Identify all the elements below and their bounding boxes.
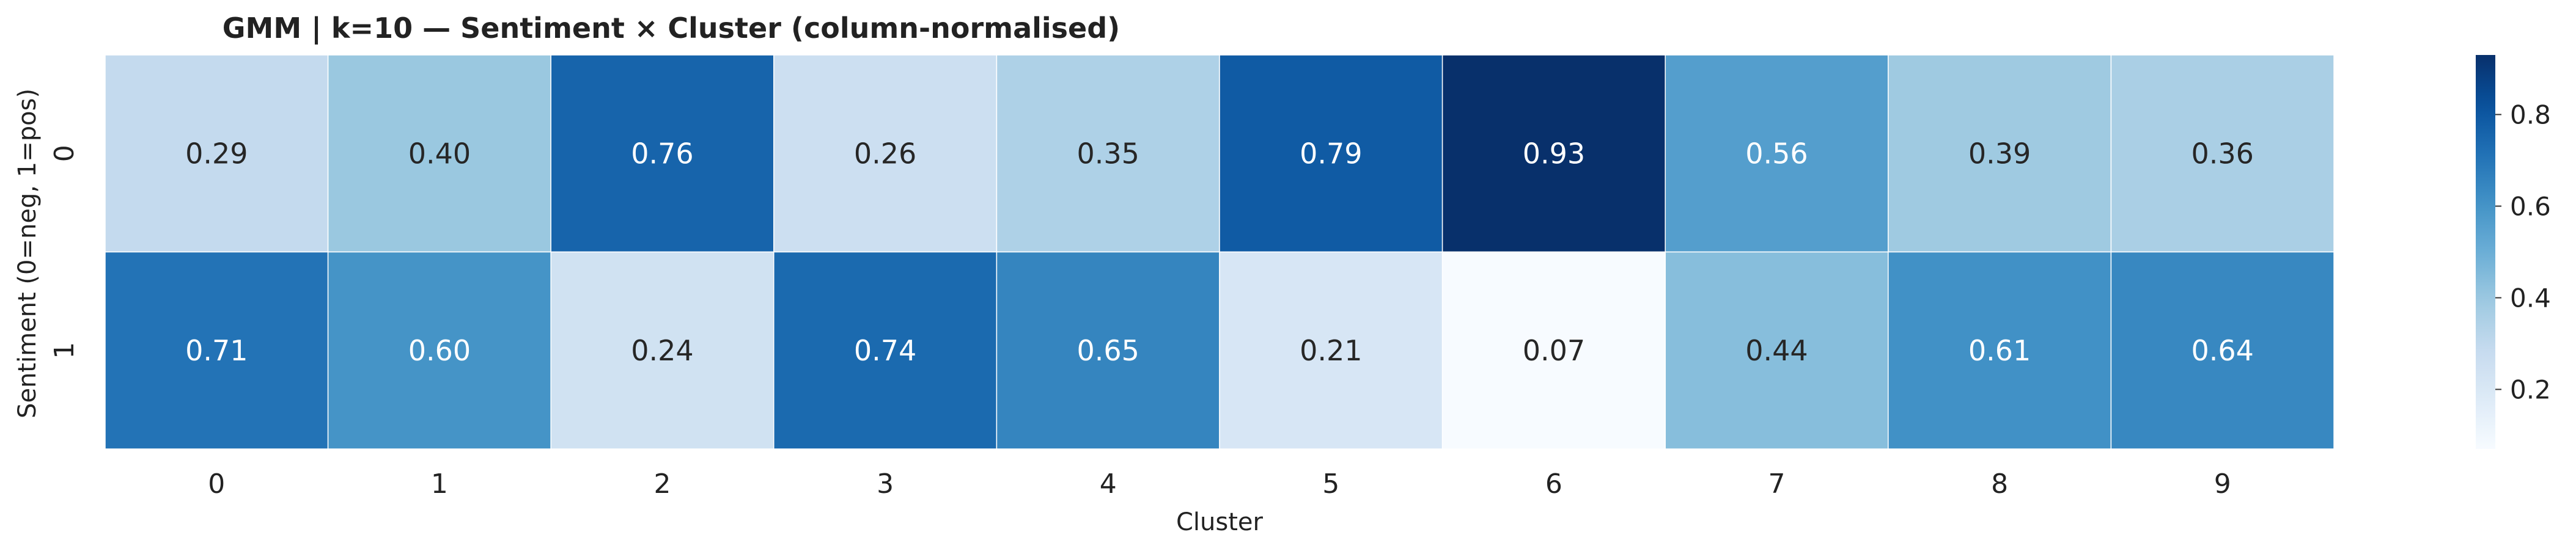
heatmap-cell-r1-c7 — [1665, 251, 1889, 450]
heatmap-cell-r0-c1 — [327, 54, 551, 253]
heatmap-cell-r1-c6 — [1441, 251, 1666, 450]
heatmap-cell-r0-c5 — [1219, 54, 1443, 253]
cell-value-label-r1-c9: 0.64 — [2191, 334, 2253, 367]
y-tick-label-1: 1 — [49, 342, 80, 359]
x-tick-label-8: 8 — [1991, 468, 2008, 500]
cell-value-label-r0-c3: 0.26 — [854, 137, 916, 170]
cell-value-label-r1-c4: 0.65 — [1076, 334, 1139, 367]
heatmap-cell-r0-c3 — [773, 54, 998, 253]
heatmap-cell-r1-c8 — [1888, 251, 2112, 450]
x-tick-labels: 0 1 2 3 4 5 6 7 8 9 — [208, 468, 2231, 500]
x-axis-label: Cluster — [1176, 508, 1264, 536]
cell-value-label-r0-c7: 0.56 — [1745, 137, 1808, 170]
heatmap-cell-r0-c9 — [2110, 54, 2335, 253]
cell-value-label-r0-c1: 0.40 — [408, 137, 471, 170]
cell-value-label-r0-c0: 0.29 — [185, 137, 248, 170]
heatmap-cell-r1-c5 — [1219, 251, 1443, 450]
colorbar-tick-label-3: 0.8 — [2510, 100, 2551, 130]
y-tick-labels: 01 — [49, 145, 80, 359]
heatmap-cell-r1-c4 — [996, 251, 1220, 450]
cell-value-label-r1-c1: 0.60 — [408, 334, 471, 367]
chart-title: GMM | k=10 — Sentiment × Cluster (column… — [223, 12, 1120, 45]
cell-value-label-r0-c5: 0.79 — [1300, 137, 1362, 170]
heatmap-cell-r0-c6 — [1441, 54, 1666, 253]
x-tick-label-9: 9 — [2214, 468, 2231, 500]
x-tick-label-2: 2 — [654, 468, 671, 500]
x-tick-label-5: 5 — [1322, 468, 1339, 500]
heatmap-cell-r0-c0 — [105, 54, 329, 253]
colorbar-tick-label-0: 0.2 — [2510, 375, 2551, 405]
cell-value-label-r1-c0: 0.71 — [185, 334, 248, 367]
x-tick-label-6: 6 — [1545, 468, 1562, 500]
cell-value-label-r0-c9: 0.36 — [2191, 137, 2253, 170]
cell-value-label-r0-c8: 0.39 — [1968, 137, 2031, 170]
x-tick-label-3: 3 — [877, 468, 894, 500]
colorbar-tick-label-1: 0.4 — [2510, 283, 2551, 313]
cell-value-label-r0-c2: 0.76 — [631, 137, 693, 170]
cell-value-label-r1-c7: 0.44 — [1745, 334, 1808, 367]
y-tick-label-0: 0 — [49, 145, 80, 162]
cell-value-label-r1-c2: 0.24 — [631, 334, 693, 367]
colorbar-ticks: 0.2 0.4 0.6 0.8 — [2495, 100, 2551, 405]
cell-value-label-r1-c8: 0.61 — [1968, 334, 2031, 367]
cell-value-label-r1-c3: 0.74 — [854, 334, 916, 367]
heatmap-cell-r1-c2 — [550, 251, 775, 450]
colorbar-tick-label-2: 0.6 — [2510, 192, 2551, 222]
heatmap-cell-r0-c4 — [996, 54, 1220, 253]
heatmap-cell-r1-c1 — [327, 251, 551, 450]
x-tick-label-4: 4 — [1100, 468, 1117, 500]
cell-value-label-r0-c6: 0.93 — [1523, 137, 1585, 170]
heatmap-cells: 0.29 0.40 0.76 0.26 0.35 0.79 0.93 0.56 0.39 0.36… — [105, 54, 2335, 450]
heatmap-cell-r1-c3 — [773, 251, 998, 450]
x-tick-label-0: 0 — [208, 468, 225, 500]
x-tick-label-7: 7 — [1768, 468, 1786, 500]
colorbar — [2476, 55, 2495, 449]
x-tick-label-1: 1 — [431, 468, 448, 500]
cell-value-label-r1-c6: 0.07 — [1523, 334, 1585, 367]
cell-value-label-r0-c4: 0.35 — [1076, 137, 1139, 170]
heatmap-cell-r0-c7 — [1665, 54, 1889, 253]
heatmap-cell-r1-c9 — [2110, 251, 2335, 450]
y-axis-label: Sentiment (0=neg, 1=pos) — [13, 89, 42, 418]
cell-value-label-r1-c5: 0.21 — [1300, 334, 1362, 367]
heatmap-cell-r0-c2 — [550, 54, 775, 253]
